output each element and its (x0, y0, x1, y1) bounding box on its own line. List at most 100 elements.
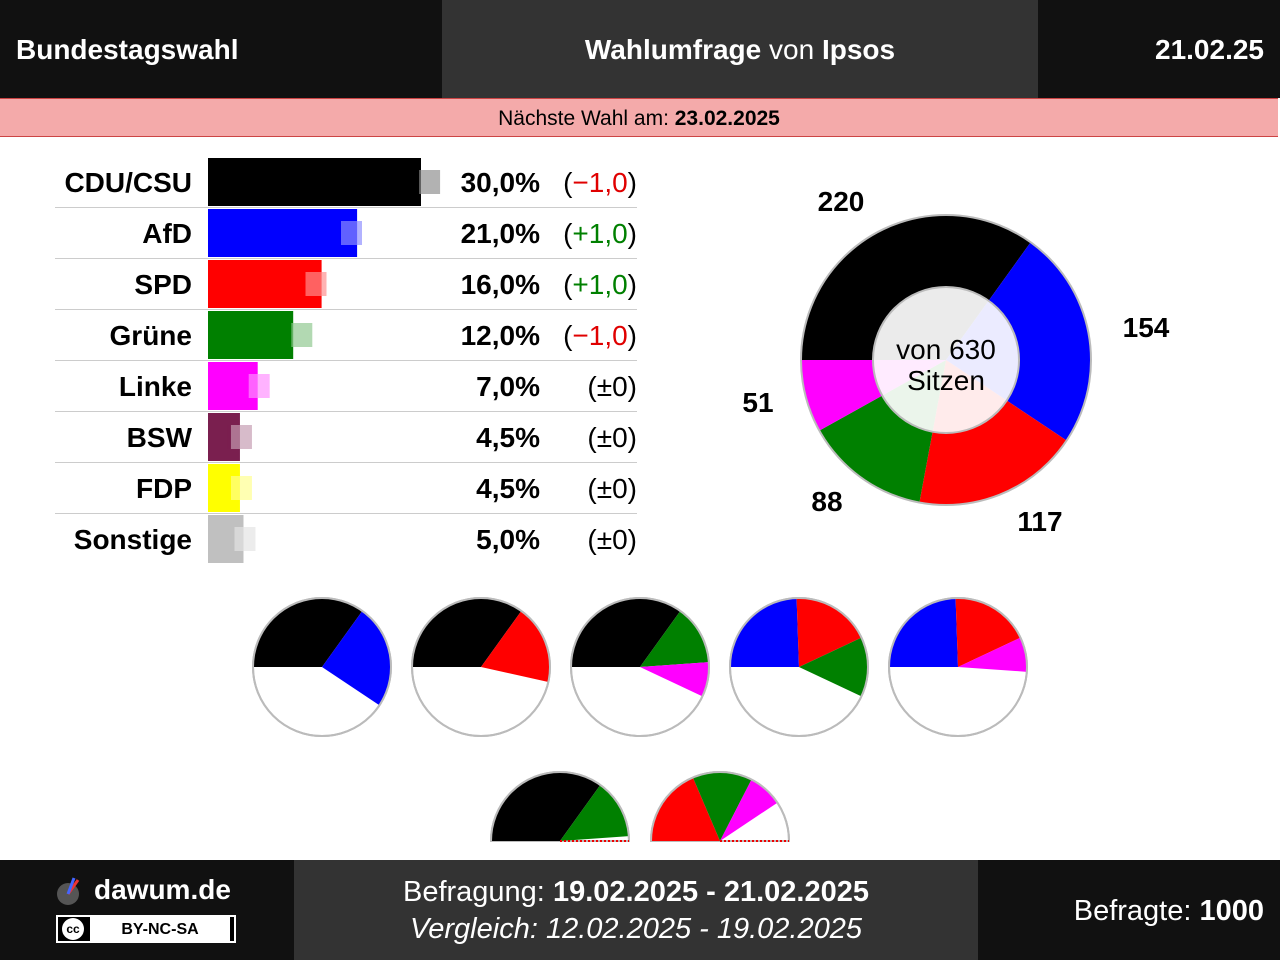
value-label: 21,0% (461, 218, 540, 249)
seat-count-label: 51 (742, 387, 773, 418)
seat-count-label: 220 (818, 186, 865, 217)
party-label: BSW (127, 422, 193, 453)
previous-value-shadow (302, 272, 327, 296)
coalition-segment (651, 777, 720, 841)
donut-center-text: von 630 (896, 334, 996, 365)
coalition-segment (412, 598, 522, 667)
previous-value-shadow (231, 527, 256, 551)
compare-period: Vergleich: 12.02.2025 - 19.02.2025 (410, 913, 862, 945)
coalition-chart (888, 597, 1028, 737)
value-label: 30,0% (461, 167, 540, 198)
coalition-segment (491, 772, 601, 841)
party-label: CDU/CSU (64, 167, 192, 198)
coalition-segment (955, 598, 1021, 667)
party-bar (208, 209, 358, 257)
change-label: (+1,0) (563, 269, 637, 300)
coalition-segment (730, 598, 799, 667)
party-label: SPD (134, 269, 192, 300)
survey-period: Befragung: 19.02.2025 - 21.02.2025 (294, 876, 978, 909)
coalition-chart (411, 597, 551, 737)
previous-value-marker (230, 476, 249, 500)
license-badge[interactable]: cc BY-NC-SA (56, 915, 236, 943)
coalition-chart (489, 771, 631, 842)
election-title: Bundestagswahl (16, 34, 239, 65)
value-label: 4,5% (476, 473, 540, 504)
previous-value-shadow (227, 476, 252, 500)
value-label: 16,0% (461, 269, 540, 300)
header-bar: Bundestagswahl Wahlumfrage von Ipsos 21.… (0, 0, 1280, 98)
change-label: (+1,0) (563, 218, 637, 249)
coalition-charts (252, 597, 1028, 842)
respondents: Befragte: 1000 (1074, 860, 1264, 960)
seat-count-label: 88 (811, 486, 842, 517)
coalition-segment (796, 598, 862, 667)
party-label: Sonstige (74, 524, 192, 555)
party-bar (208, 260, 322, 308)
change-label: (±0) (587, 473, 637, 504)
party-bar (208, 311, 294, 359)
party-label: AfD (142, 218, 192, 249)
next-election-banner: Nächste Wahl am: 23.02.2025 (0, 98, 1278, 137)
header-center: Wahlumfrage von Ipsos (442, 0, 1038, 98)
header-left: Bundestagswahl (0, 0, 442, 98)
coalition-chart (649, 771, 791, 842)
previous-value-marker (341, 221, 359, 245)
coalition-outline (490, 771, 630, 842)
party-bar-chart: CDU/CSU 30,0% (−1,0) AfD 21,0% (+1,0) SPD 16,0%… (55, 158, 637, 563)
change-label: (−1,0) (563, 167, 637, 198)
previous-value-marker (234, 527, 253, 551)
previous-value-shadow (288, 323, 313, 347)
coalition-chart (252, 597, 392, 737)
change-label: (−1,0) (563, 320, 637, 351)
coalition-segment (692, 772, 752, 841)
survey-dates: 19.02.2025 - 21.02.2025 (552, 876, 869, 908)
party-label: Linke (119, 371, 192, 402)
coalition-segment (720, 779, 778, 841)
change-label: (±0) (587, 524, 637, 555)
change-label: (±0) (587, 422, 637, 453)
donut-outline (800, 214, 1092, 506)
brand[interactable]: dawum.de (56, 874, 256, 908)
previous-value-shadow (338, 221, 362, 245)
coalition-outline (650, 771, 790, 842)
party-label: Grüne (110, 320, 192, 351)
previous-value-marker (291, 323, 310, 347)
previous-value-marker (230, 425, 249, 449)
next-election-date: 23.02.2025 (674, 107, 780, 130)
previous-value-marker (248, 374, 267, 398)
coalition-segment (958, 637, 1027, 672)
coalition-outline (411, 597, 551, 737)
previous-value-shadow (416, 170, 441, 194)
poll-title-part2: von (761, 34, 822, 65)
coalition-segment (571, 598, 681, 667)
seat-count-label: 117 (1017, 506, 1062, 537)
seat-count-label: 154 (1123, 312, 1170, 343)
footer-survey-info: Befragung: 19.02.2025 - 21.02.2025 Vergl… (294, 860, 978, 960)
coalition-outline (252, 597, 392, 737)
donut-center (872, 286, 1020, 434)
poll-institute: Ipsos (821, 34, 896, 65)
poll-title-part1: Wahlumfrage (584, 34, 762, 65)
coalition-segment (640, 610, 709, 667)
value-label: 12,0% (461, 320, 540, 351)
coalition-segment (253, 598, 363, 667)
previous-value-marker (305, 272, 324, 296)
coalition-outline (570, 597, 710, 737)
value-label: 4,5% (476, 422, 540, 453)
coalition-segment (560, 784, 629, 841)
header-right: 21.02.25 (1038, 0, 1280, 98)
coalition-segment (481, 610, 550, 683)
footer-bar: dawum.de cc BY-NC-SA Befragung: 19.02.20… (0, 860, 1280, 960)
party-bar (208, 158, 421, 206)
poll-title: Wahlumfrage von Ipsos (442, 0, 1038, 98)
next-election-label: Nächste Wahl am: (498, 107, 675, 130)
coalition-segment (799, 637, 868, 697)
previous-value-marker (419, 170, 438, 194)
coalition-outline (729, 597, 869, 737)
value-label: 5,0% (476, 524, 540, 555)
respondents-label: Befragte: (1073, 895, 1200, 927)
coalition-chart (570, 597, 710, 737)
coalition-segment (640, 662, 709, 697)
license-text: BY-NC-SA (90, 917, 230, 941)
change-label: (±0) (587, 371, 637, 402)
